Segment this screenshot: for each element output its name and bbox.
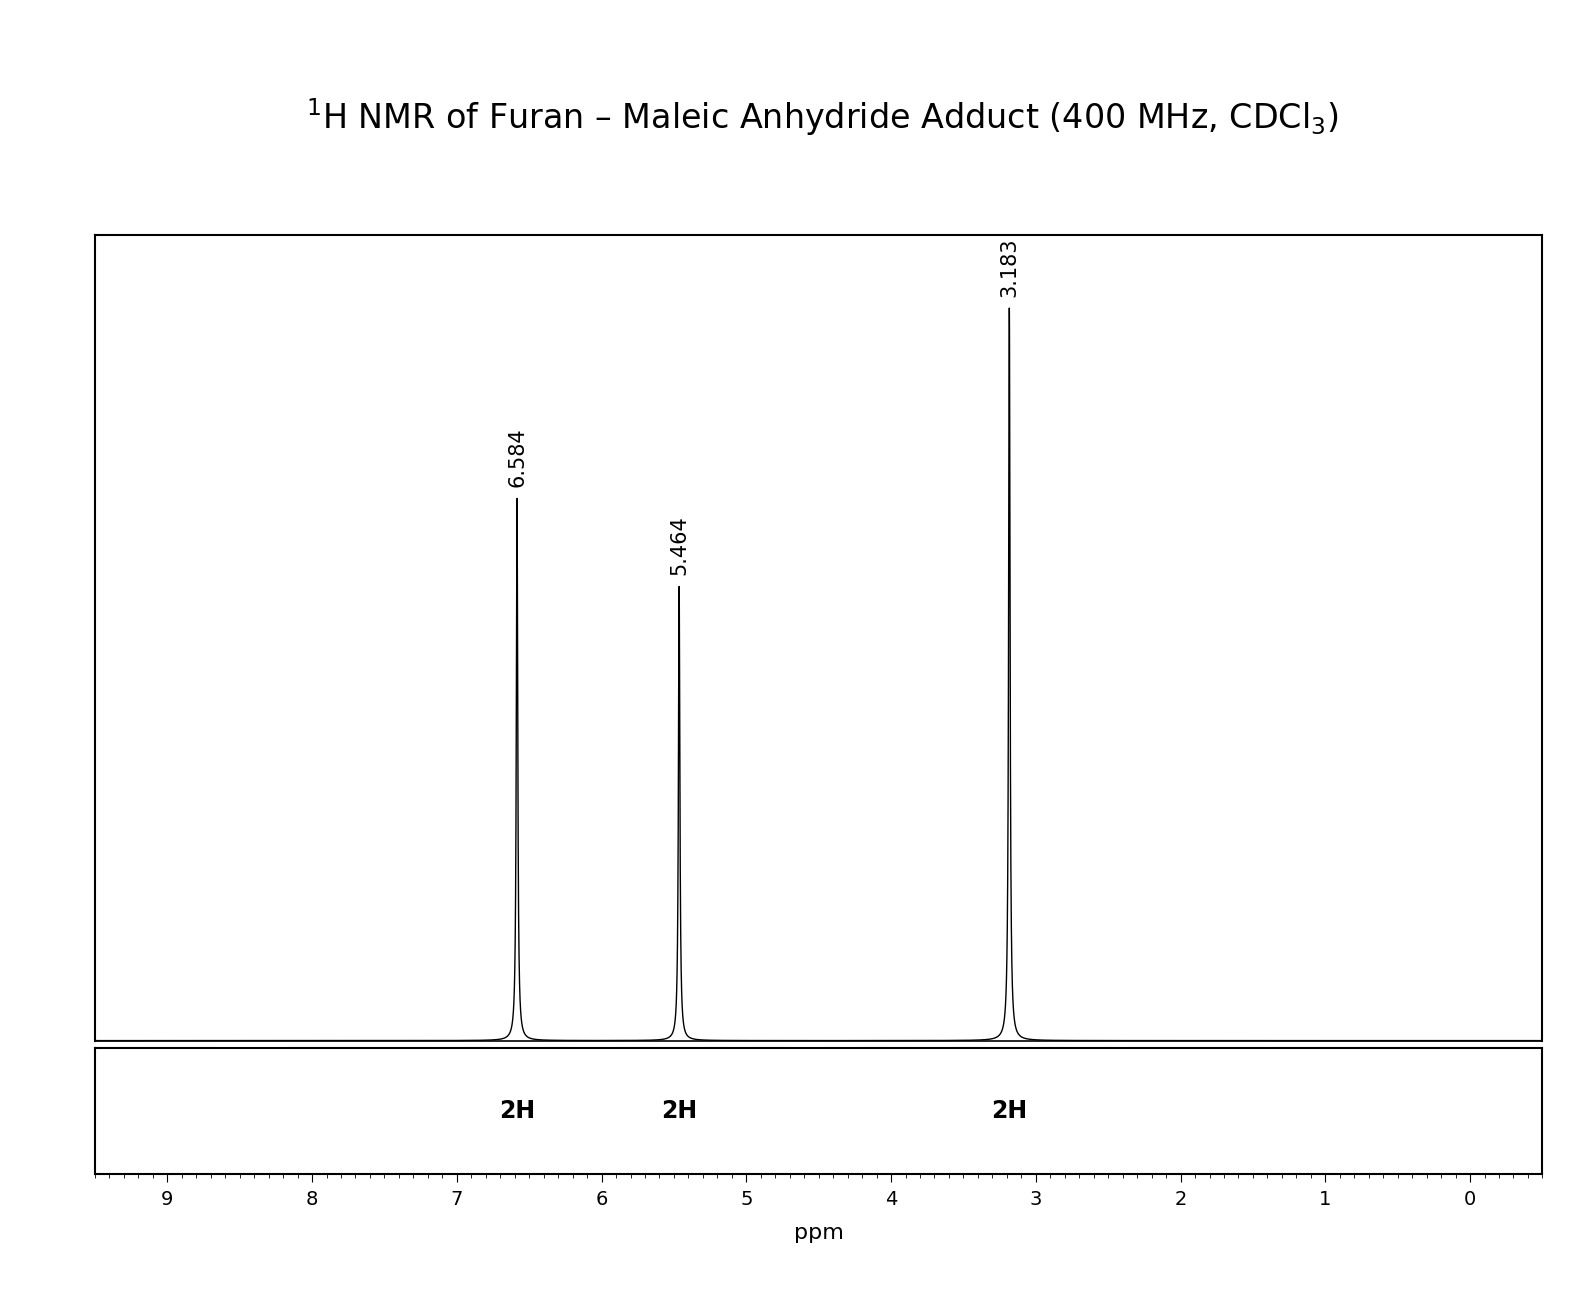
Text: 6.584: 6.584 bbox=[506, 428, 527, 488]
Text: 2H: 2H bbox=[498, 1099, 535, 1123]
Text: 2H: 2H bbox=[661, 1099, 698, 1123]
Text: 2H: 2H bbox=[992, 1099, 1027, 1123]
X-axis label: ppm: ppm bbox=[794, 1223, 843, 1243]
Text: $^{1}$H NMR of Furan – Maleic Anhydride Adduct (400 MHz, CDCl$_{3}$): $^{1}$H NMR of Furan – Maleic Anhydride … bbox=[307, 96, 1338, 138]
Text: 3.183: 3.183 bbox=[1000, 237, 1019, 297]
Text: 5.464: 5.464 bbox=[669, 515, 690, 575]
